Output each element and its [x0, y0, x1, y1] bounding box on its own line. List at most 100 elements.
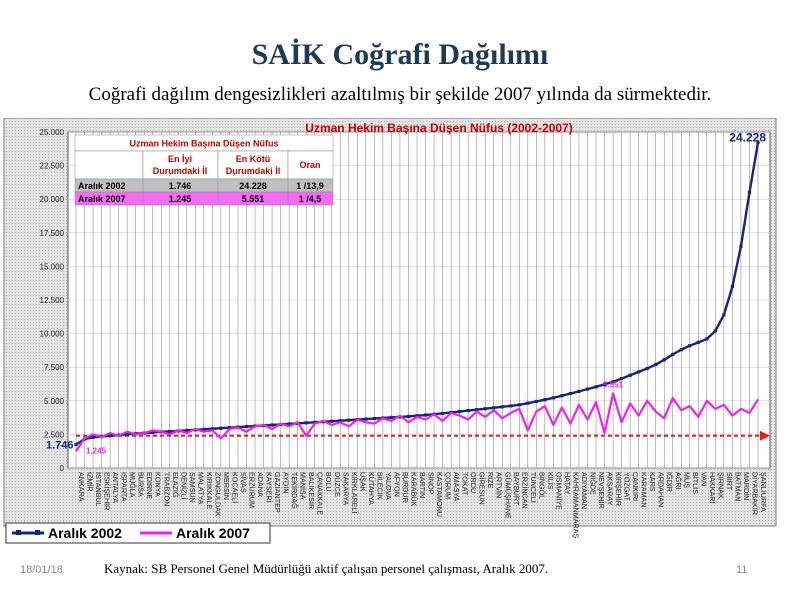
x-tick-label: YOZGAT: [623, 472, 632, 502]
series-2002-point: [466, 409, 470, 413]
series-2002-point: [730, 284, 735, 289]
inset-table-title: Uzman Hekim Başına Düşen Nüfus: [129, 139, 278, 149]
y-tick-label: 7.500: [44, 363, 65, 372]
x-tick-label: ISPARTA: [120, 472, 129, 502]
series-2002-point: [594, 385, 598, 389]
inset-cell: 24.228: [239, 181, 267, 191]
x-tick-label: KİLİS: [546, 472, 555, 490]
series-2002-point: [244, 425, 249, 429]
inset-row-2007: [74, 191, 334, 206]
series-2002-point: [637, 370, 641, 374]
x-tick-label: SİİRT: [725, 472, 734, 491]
x-tick-label: KARS: [648, 472, 657, 492]
series-2007: [75, 392, 759, 452]
x-tick-label: KAYSERİ: [265, 472, 274, 503]
line-chart: 0 2.500 5.000 7.500 10.000 12.500 15.000 17.500…: [3, 118, 777, 544]
series-2002-point: [202, 427, 206, 431]
series-2002-point: [500, 405, 504, 409]
legend: Aralık 2002 Aralık 2007: [5, 522, 271, 544]
annotation-start-2007: 1.245: [86, 446, 107, 455]
x-tick-label: GİRESUN: [478, 472, 487, 505]
x-tick-label: GÜMÜŞHANE: [503, 472, 512, 519]
x-tick-label: ŞIRNAK: [716, 472, 725, 499]
inset-cell: 1 /13,9: [296, 181, 324, 191]
series-2002-point: [227, 426, 232, 430]
x-tick-label: ANKARA: [77, 472, 86, 502]
series-2002-point: [458, 409, 462, 414]
series-2002-point: [509, 404, 513, 408]
y-tick-label: 20.000: [40, 195, 65, 204]
x-tick-label: EDİRNE: [145, 472, 154, 499]
x-tick-label: TRABZON: [162, 472, 171, 506]
series-2002-point: [492, 406, 496, 410]
series-2002-point: [577, 389, 581, 393]
x-tick-label: ANTALYA: [111, 472, 120, 503]
x-tick-label: ERZURUM: [248, 472, 257, 508]
x-tick-label: AĞRI: [674, 472, 683, 490]
x-tick-label: MERSİN: [222, 472, 231, 500]
x-tick-label: DİYARBAKIR: [750, 472, 759, 515]
y-tick-label: 5.000: [44, 397, 65, 406]
series-2002-point: [151, 430, 155, 434]
x-tick-label: MARDİN: [742, 472, 751, 500]
x-tick-label: BURSA: [137, 472, 146, 497]
x-tick-label: ADIYAMAN: [580, 472, 589, 509]
series-2002-point: [74, 442, 78, 447]
x-tick-label: KIRŞEHİR: [614, 472, 623, 506]
x-tick-label: GAZİANTEP: [273, 472, 282, 513]
series-2002-point: [313, 420, 317, 424]
series-2002-point: [517, 403, 521, 407]
x-tick-label: ÇANKIRI: [631, 472, 640, 501]
inset-cell: 1 /4,5: [299, 194, 322, 204]
x-tick-label: ORDU: [469, 472, 478, 493]
y-tick-label: 22.500: [40, 162, 65, 171]
annotation-peak-2007: 5.551: [603, 380, 624, 389]
x-tick-label: KONYA: [154, 472, 163, 497]
series-2002-point: [688, 344, 692, 348]
inset-cell: Aralık 2007: [78, 194, 126, 204]
series-2002-point: [526, 401, 530, 405]
legend-label-2002: Aralık 2002: [48, 525, 122, 541]
x-tick-label: SAMSUN: [188, 472, 197, 503]
series-2002-point: [364, 417, 368, 421]
x-tick-label: ELAZIĞ: [171, 472, 180, 498]
series-2002-point: [560, 394, 564, 398]
x-tick-label: DENİZLİ: [179, 472, 188, 500]
y-tick-label: 17.500: [40, 229, 65, 238]
inset-header-best-line2: Durumdaki İl: [153, 166, 208, 176]
series-2002-point: [722, 313, 726, 317]
series-2002-point: [645, 366, 649, 371]
x-tick-label: TOKAT: [461, 472, 470, 496]
x-tick-label: ESKİŞEHİR: [103, 472, 112, 510]
series-2002-point: [628, 373, 632, 377]
x-tick-label: ÇORUM: [444, 472, 453, 499]
inset-header-worst-line1: En Kötü: [236, 154, 271, 164]
series-2007-line: [75, 392, 759, 452]
series-2002-point: [125, 432, 129, 436]
series-2002-point: [210, 427, 214, 431]
series-2002-point: [696, 340, 700, 344]
series-2002-point: [475, 408, 479, 412]
x-tick-label: BİTLİS: [691, 472, 700, 494]
series-2002-point: [389, 415, 394, 420]
y-tick-label: 2.500: [44, 430, 65, 439]
x-tick-label: NEVŞEHİR: [597, 472, 606, 509]
y-axis-ticks: 0 2.500 5.000 7.500 10.000 12.500 15.000 17.500…: [40, 128, 65, 473]
series-2002-point: [330, 419, 334, 423]
series-2002-point: [551, 396, 555, 400]
page-number: 11: [736, 564, 748, 576]
x-tick-label: TUNCELİ: [529, 472, 538, 503]
x-tick-label: OSMANİYE: [554, 472, 563, 510]
x-tick-label: AMASYA: [452, 472, 461, 502]
series-2002-point: [440, 411, 445, 416]
x-tick-label: KIRIKKALE: [205, 472, 214, 509]
series-2002-point: [372, 416, 376, 421]
x-tick-label: İZMİR: [86, 472, 95, 492]
series-2002-point: [168, 429, 172, 434]
series-2002-point: [568, 391, 573, 396]
x-tick-label: TEKİRDAĞ: [290, 472, 299, 509]
series-2002-point: [756, 140, 760, 144]
x-tick-label: AYDIN: [282, 472, 291, 493]
x-tick-label: RİZE: [486, 472, 495, 489]
inset-cell: 1.245: [169, 194, 192, 204]
